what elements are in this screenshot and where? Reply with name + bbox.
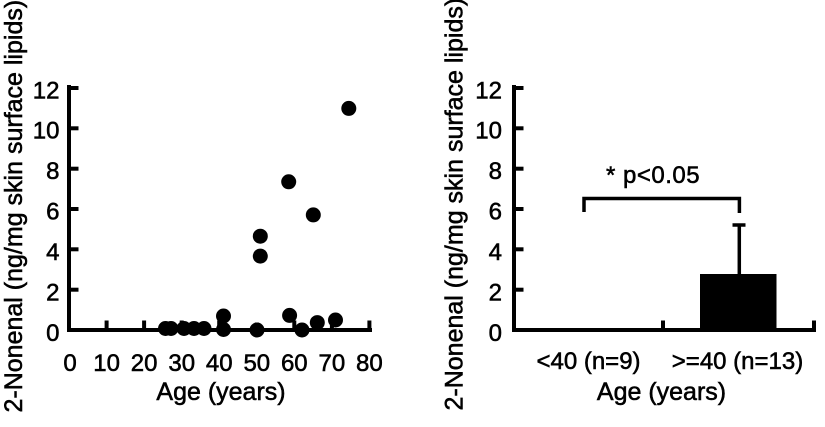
svg-text:2: 2 — [46, 280, 59, 307]
svg-text:8: 8 — [489, 158, 502, 185]
svg-text:80: 80 — [356, 350, 383, 377]
svg-text:4: 4 — [46, 239, 59, 266]
svg-text:6: 6 — [489, 199, 502, 226]
svg-text:20: 20 — [131, 350, 158, 377]
svg-text:* p<0.05: * p<0.05 — [606, 162, 700, 189]
svg-text:4: 4 — [489, 239, 502, 266]
svg-text:12: 12 — [33, 78, 60, 105]
svg-text:50: 50 — [243, 350, 270, 377]
svg-text:Age (years): Age (years) — [597, 378, 726, 406]
svg-text:0: 0 — [489, 320, 502, 347]
svg-text:8: 8 — [46, 158, 59, 185]
svg-text:6: 6 — [46, 199, 59, 226]
svg-text:40: 40 — [206, 350, 233, 377]
svg-text:70: 70 — [319, 350, 346, 377]
svg-text:>=40 (n=13): >=40 (n=13) — [672, 348, 803, 375]
svg-text:0: 0 — [63, 350, 76, 377]
svg-text:Age (years): Age (years) — [156, 378, 285, 406]
svg-text:30: 30 — [168, 350, 195, 377]
svg-text:10: 10 — [475, 118, 502, 145]
svg-text:0: 0 — [46, 320, 59, 347]
svg-text:2: 2 — [489, 280, 502, 307]
svg-text:10: 10 — [93, 350, 120, 377]
svg-text:12: 12 — [475, 78, 502, 105]
svg-text:60: 60 — [281, 350, 308, 377]
svg-text:2-Nonenal (ng/mg skin surface: 2-Nonenal (ng/mg skin surface lipids) — [0, 0, 28, 413]
svg-text:2-Nonenal (ng/mg skin surface: 2-Nonenal (ng/mg skin surface lipids) — [441, 0, 469, 411]
svg-text:10: 10 — [33, 118, 60, 145]
svg-text:<40 (n=9): <40 (n=9) — [536, 348, 640, 375]
